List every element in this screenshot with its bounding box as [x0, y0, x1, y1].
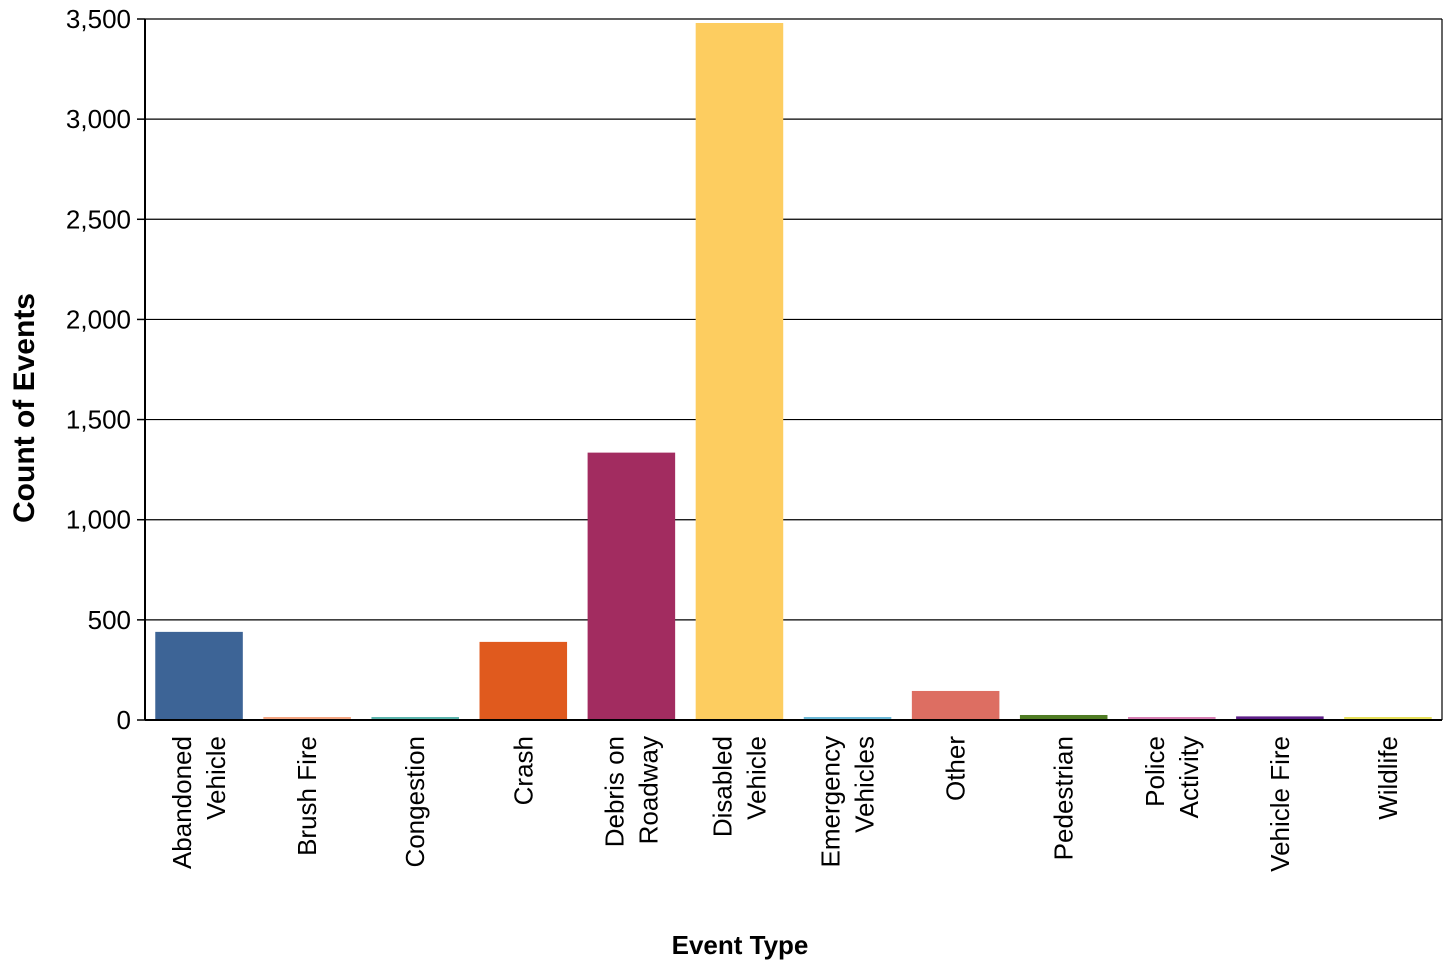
- x-tick-label: Vehicle: [201, 736, 231, 820]
- x-tick-label: Other: [941, 736, 971, 801]
- y-tick-label: 500: [88, 605, 131, 635]
- y-tick-label: 1,500: [66, 405, 131, 435]
- x-tick-label: Police: [1140, 736, 1170, 807]
- bar: [371, 717, 459, 720]
- x-tick-label: Brush Fire: [292, 736, 322, 856]
- bar: [155, 631, 243, 720]
- y-tick-label: 1,000: [66, 505, 131, 535]
- bar: [1019, 714, 1108, 720]
- bars: [155, 23, 1432, 720]
- y-tick-label: 0: [117, 705, 131, 735]
- x-tick-label: Vehicle Fire: [1265, 736, 1295, 872]
- axes: [144, 19, 1443, 721]
- x-tick-label: Crash: [508, 736, 538, 805]
- x-axis-title: Event Type: [672, 930, 809, 960]
- bar: [587, 452, 676, 720]
- bar: [911, 690, 1000, 720]
- x-tick-label: Vehicle: [741, 736, 771, 820]
- bar: [803, 717, 892, 720]
- x-tick-label: Wildlife: [1373, 736, 1403, 820]
- bar: [1236, 716, 1324, 720]
- x-tick-label: Vehicles: [850, 736, 880, 833]
- x-tick-label: Disabled: [707, 736, 737, 837]
- x-tick-label: Abandoned: [167, 736, 197, 869]
- y-tick-label: 2,000: [66, 304, 131, 334]
- bar: [479, 641, 568, 720]
- y-tick-label: 3,000: [66, 104, 131, 134]
- bar: [695, 23, 784, 720]
- x-axis-labels: Abandoned Vehicle Brush Fire Congestion Cras…: [167, 736, 1403, 872]
- bar: [263, 717, 351, 720]
- gridlines: [145, 18, 1442, 621]
- y-tick-label: 2,500: [66, 204, 131, 234]
- y-tick-label: 3,500: [66, 4, 131, 34]
- bar: [1344, 717, 1432, 720]
- x-tick-label: Emergency: [816, 736, 846, 868]
- x-tick-label: Roadway: [633, 736, 663, 844]
- x-tick-label: Pedestrian: [1049, 736, 1079, 860]
- x-tick-label: Congestion: [400, 736, 430, 868]
- y-axis-ticks: 0 500 1,000 1,500 2,000 2,500 3,000 3,500: [66, 4, 145, 735]
- x-tick-label: Debris on: [599, 736, 629, 847]
- y-axis-title: Count of Events: [8, 293, 41, 523]
- bar: [1128, 717, 1216, 720]
- x-tick-label: Activity: [1174, 736, 1204, 818]
